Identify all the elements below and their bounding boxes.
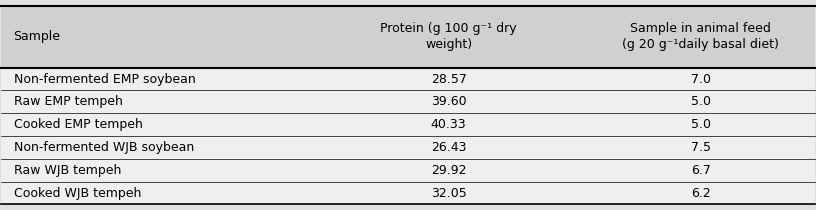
Text: 5.0: 5.0 xyxy=(691,118,711,131)
FancyBboxPatch shape xyxy=(2,91,814,113)
FancyBboxPatch shape xyxy=(2,5,814,68)
FancyBboxPatch shape xyxy=(2,159,814,182)
FancyBboxPatch shape xyxy=(2,182,814,205)
Text: 26.43: 26.43 xyxy=(431,141,467,154)
Text: 7.0: 7.0 xyxy=(691,73,711,86)
Text: Raw EMP tempeh: Raw EMP tempeh xyxy=(14,95,122,108)
Text: 28.57: 28.57 xyxy=(431,73,467,86)
FancyBboxPatch shape xyxy=(2,68,814,91)
Text: Sample: Sample xyxy=(14,30,60,43)
Text: 32.05: 32.05 xyxy=(431,186,467,199)
FancyBboxPatch shape xyxy=(2,113,814,136)
Text: Sample in animal feed
(g 20 g⁻¹daily basal diet): Sample in animal feed (g 20 g⁻¹daily bas… xyxy=(623,22,779,51)
Text: 7.5: 7.5 xyxy=(691,141,711,154)
Text: 6.7: 6.7 xyxy=(691,164,711,177)
Text: 40.33: 40.33 xyxy=(431,118,467,131)
FancyBboxPatch shape xyxy=(2,136,814,159)
Text: 29.92: 29.92 xyxy=(431,164,467,177)
Text: Non-fermented WJB soybean: Non-fermented WJB soybean xyxy=(14,141,194,154)
Text: 39.60: 39.60 xyxy=(431,95,467,108)
Text: 5.0: 5.0 xyxy=(691,95,711,108)
Text: Cooked EMP tempeh: Cooked EMP tempeh xyxy=(14,118,143,131)
Text: Non-fermented EMP soybean: Non-fermented EMP soybean xyxy=(14,73,195,86)
Text: Raw WJB tempeh: Raw WJB tempeh xyxy=(14,164,121,177)
Text: Protein (g 100 g⁻¹ dry
weight): Protein (g 100 g⁻¹ dry weight) xyxy=(380,22,517,51)
Text: 6.2: 6.2 xyxy=(691,186,711,199)
Text: Cooked WJB tempeh: Cooked WJB tempeh xyxy=(14,186,141,199)
